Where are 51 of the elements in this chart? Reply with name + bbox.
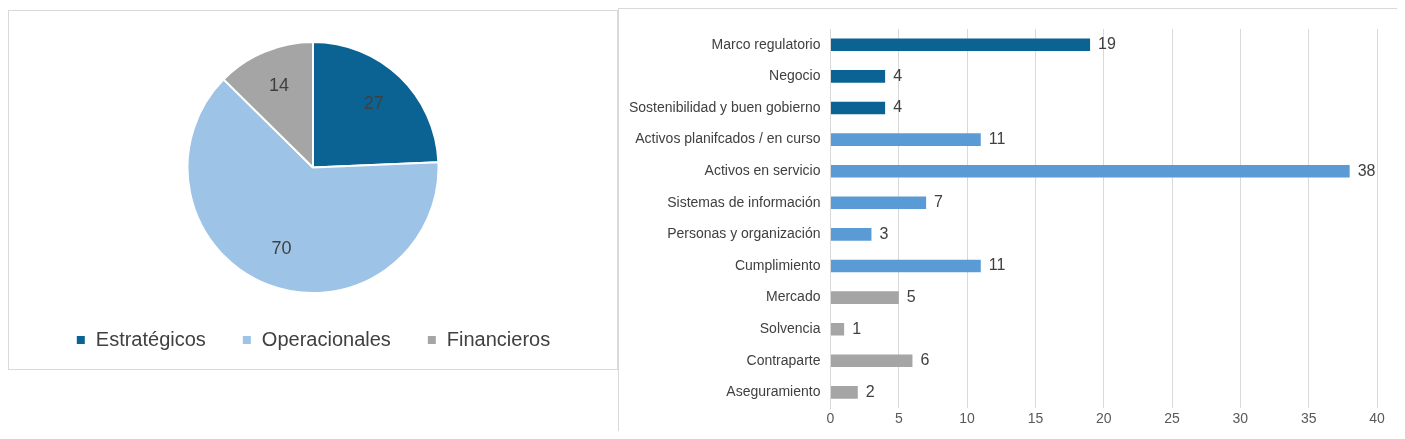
- legend-label: Financieros: [446, 327, 551, 350]
- x-tick-label: 40: [1369, 410, 1385, 427]
- bar: [830, 196, 927, 210]
- x-tick-label: 15: [1027, 410, 1044, 427]
- data-label: 4: [893, 98, 903, 116]
- y-tick-label: Sistemas de información: [667, 193, 821, 210]
- data-label: 4: [893, 66, 903, 84]
- x-tick-label: 20: [1095, 410, 1112, 427]
- data-label: 70: [271, 238, 292, 259]
- x-tick-label: 30: [1232, 410, 1249, 427]
- bar: [830, 38, 1091, 52]
- data-label: 27: [363, 93, 384, 114]
- bar: [830, 228, 872, 241]
- y-tick-label: Aseguramiento: [726, 383, 821, 400]
- x-tick-label: 0: [826, 410, 835, 427]
- y-tick-label: Personas y organización: [667, 225, 821, 242]
- y-tick-label: Negocio: [769, 67, 821, 84]
- data-label: 6: [920, 351, 930, 369]
- x-tick-label: 35: [1300, 410, 1317, 427]
- data-label: 7: [934, 193, 944, 211]
- data-label: 11: [988, 130, 1006, 148]
- y-tick-label: Activos planifcados / en curso: [635, 130, 821, 147]
- y-tick-label: Solvencia: [759, 320, 821, 337]
- y-tick-label: Contraparte: [746, 351, 821, 368]
- bar: [830, 70, 886, 83]
- x-tick-label: 10: [959, 410, 976, 427]
- y-tick-label: Activos en servicio: [704, 162, 821, 179]
- data-label: 5: [906, 288, 916, 306]
- bar: [830, 386, 858, 399]
- x-tick-label: 5: [894, 410, 903, 427]
- y-tick-label: Cumplimiento: [734, 256, 821, 273]
- bar: [830, 322, 845, 336]
- legend-label: Operacionales: [261, 327, 391, 350]
- data-label: 14: [269, 75, 290, 96]
- x-tick-label: 25: [1164, 410, 1181, 427]
- data-label: 38: [1357, 161, 1376, 179]
- y-tick-label: Marco regulatorio: [711, 35, 821, 52]
- data-label: 19: [1098, 35, 1116, 53]
- bar: [830, 354, 913, 368]
- bar: [830, 101, 886, 115]
- bar: [830, 133, 981, 146]
- data-label: 11: [988, 256, 1006, 274]
- data-label: 2: [865, 382, 875, 400]
- legend-label: Estratégicos: [95, 327, 206, 350]
- data-label: 1: [852, 319, 862, 337]
- data-label: 3: [879, 224, 889, 242]
- y-tick-label: Mercado: [766, 288, 821, 305]
- bar: [830, 291, 899, 304]
- bar: [830, 164, 1350, 178]
- y-tick-label: Sostenibilidad y buen gobierno: [628, 98, 821, 115]
- bar: [830, 259, 981, 273]
